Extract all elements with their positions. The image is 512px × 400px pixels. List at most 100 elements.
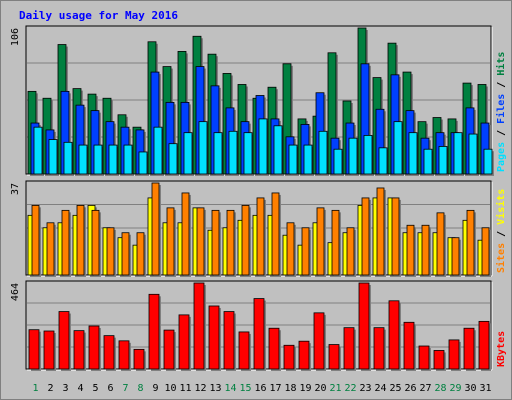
bar-pages-day-19-body [303, 144, 313, 175]
bar-pages-day-23 [363, 135, 374, 176]
bar-sites-day-28-body [436, 212, 445, 276]
tick-label-day-21: 21 [329, 383, 341, 394]
bar-kbytes-day-24-body [373, 327, 385, 370]
bar-sites-day-17-body [271, 192, 280, 276]
tick-label-day-22: 22 [344, 383, 356, 394]
bar-kbytes-day-7 [118, 340, 131, 371]
bar-pages-day-22-body [348, 137, 358, 175]
bar-kbytes-day-9-body [148, 293, 160, 370]
bar-sites-day-9-body [151, 182, 160, 276]
bar-kbytes-day-27 [418, 345, 431, 371]
bar-kbytes-day-2-body [43, 330, 55, 370]
tick-label-day-6: 6 [107, 383, 113, 394]
bar-kbytes-day-3 [58, 311, 71, 371]
bar-pages-day-22 [348, 137, 359, 176]
tick-label-day-15: 15 [239, 383, 251, 394]
bar-pages-day-3-body [63, 141, 73, 175]
bar-sites-day-19 [301, 227, 311, 277]
bar-pages-day-25-body [393, 121, 403, 175]
bar-kbytes-day-19-body [298, 340, 310, 370]
bar-sites-day-29 [451, 237, 461, 277]
scale-label-hits_files_pages: 106 [10, 28, 21, 46]
bar-sites-day-29-body [451, 237, 460, 276]
bar-sites-day-15 [241, 204, 251, 277]
bar-kbytes-day-29-body [448, 339, 460, 370]
bar-kbytes-day-20-body [313, 312, 325, 370]
bar-sites-day-19-body [301, 227, 310, 276]
bar-sites-day-6-body [106, 227, 115, 276]
scale-label-visits_sites: 37 [10, 183, 21, 195]
bar-sites-day-20 [316, 207, 326, 277]
bar-pages-day-30-body [468, 133, 478, 175]
bar-sites-day-31-body [481, 227, 490, 276]
bar-kbytes-day-3-body [58, 311, 70, 370]
bar-sites-day-6 [106, 227, 116, 277]
bar-sites-day-1-body [31, 204, 40, 276]
bar-pages-day-2 [48, 139, 59, 176]
legend-item-pages: Pages [496, 142, 507, 172]
tick-label-day-12: 12 [194, 383, 206, 394]
bar-kbytes-day-16 [253, 298, 266, 371]
bar-kbytes-day-15-body [238, 331, 250, 370]
tick-label-day-26: 26 [404, 383, 416, 394]
bar-kbytes-day-5 [88, 325, 101, 371]
bar-kbytes-day-31-body [478, 320, 490, 370]
bar-pages-day-28 [438, 146, 449, 176]
bar-pages-day-29-body [453, 132, 463, 175]
bar-sites-day-25-body [391, 197, 400, 276]
bar-pages-day-6 [108, 144, 119, 176]
tick-label-day-14: 14 [224, 383, 236, 394]
bar-kbytes-day-20 [313, 312, 326, 371]
bar-pages-day-11-body [183, 132, 193, 175]
legend-separator: / [496, 124, 507, 142]
bar-pages-day-2-body [48, 139, 58, 175]
bar-sites-day-3-body [61, 209, 70, 276]
scale-label-kbytes: 464 [10, 283, 21, 301]
bar-pages-day-9-body [153, 126, 163, 175]
bar-kbytes-day-12-body [193, 282, 205, 370]
legend-item-files: Files [495, 94, 507, 124]
bar-sites-day-26 [406, 224, 416, 277]
bar-kbytes-day-8-body [133, 348, 145, 370]
bar-pages-day-4-body [78, 144, 88, 175]
bar-kbytes-day-23 [358, 282, 371, 371]
bar-sites-day-16-body [256, 197, 265, 276]
tick-label-day-30: 30 [464, 383, 476, 394]
bar-kbytes-day-7-body [118, 340, 130, 370]
tick-label-day-8: 8 [137, 383, 143, 394]
bar-pages-day-1-body [33, 126, 43, 175]
bar-kbytes-day-2 [43, 330, 56, 371]
bar-sites-day-8 [136, 232, 146, 277]
tick-label-day-11: 11 [179, 383, 191, 394]
bar-sites-day-16 [256, 197, 266, 277]
bar-kbytes-day-15 [238, 331, 251, 371]
bar-pages-day-15-body [243, 132, 253, 175]
bar-sites-day-18 [286, 222, 296, 277]
bar-pages-day-15 [243, 132, 254, 176]
tick-label-day-23: 23 [359, 383, 371, 394]
bar-sites-day-21-body [331, 209, 340, 276]
bar-sites-day-11 [181, 192, 191, 277]
bar-pages-day-13 [213, 132, 224, 176]
bar-pages-day-18-body [288, 144, 298, 175]
bar-sites-day-5-body [91, 209, 100, 276]
bar-pages-day-7 [123, 144, 134, 176]
bar-sites-day-21 [331, 209, 341, 277]
bar-pages-day-8-body [138, 151, 148, 175]
bar-kbytes-day-28 [433, 350, 446, 371]
bar-kbytes-day-17-body [268, 327, 280, 370]
bar-kbytes-day-18 [283, 344, 296, 371]
tick-label-day-16: 16 [254, 383, 266, 394]
legend-item-visits: Visits [495, 189, 507, 225]
bar-pages-day-14-body [228, 130, 238, 175]
bar-pages-day-10 [168, 143, 179, 176]
bar-pages-day-31-body [483, 148, 493, 175]
tick-label-day-27: 27 [419, 383, 431, 394]
legend-item-sites: Sites [495, 243, 507, 273]
bar-kbytes-day-18-body [283, 344, 295, 370]
bar-pages-day-16-body [258, 118, 268, 175]
bar-pages-day-5 [93, 144, 104, 176]
bar-kbytes-day-30 [463, 327, 476, 371]
bar-sites-day-3 [61, 209, 71, 277]
chart-title: Daily usage for May 2016 [19, 9, 178, 22]
